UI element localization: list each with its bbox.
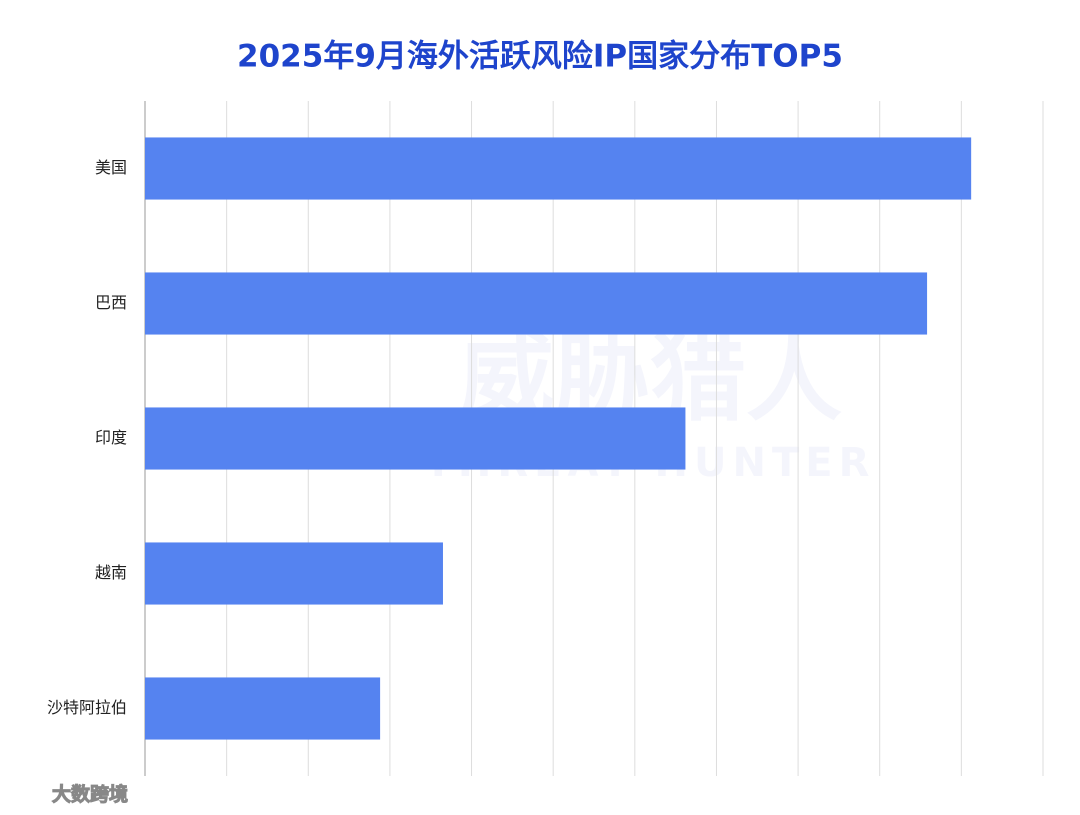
chart-title: 2025年9月海外活跃风险IP国家分布TOP5 bbox=[237, 39, 843, 75]
bar bbox=[145, 272, 928, 335]
bar bbox=[145, 677, 381, 740]
bar bbox=[145, 407, 686, 470]
y-tick-label: 越南 bbox=[95, 563, 127, 582]
source: 大数跨境 bbox=[52, 783, 128, 806]
y-tick-label: 沙特阿拉伯 bbox=[47, 698, 127, 717]
y-tick-label: 印度 bbox=[95, 428, 127, 447]
y-tick-label: 巴西 bbox=[95, 293, 127, 312]
bar bbox=[145, 542, 443, 605]
bar bbox=[145, 137, 972, 200]
y-tick-label: 美国 bbox=[95, 158, 127, 177]
